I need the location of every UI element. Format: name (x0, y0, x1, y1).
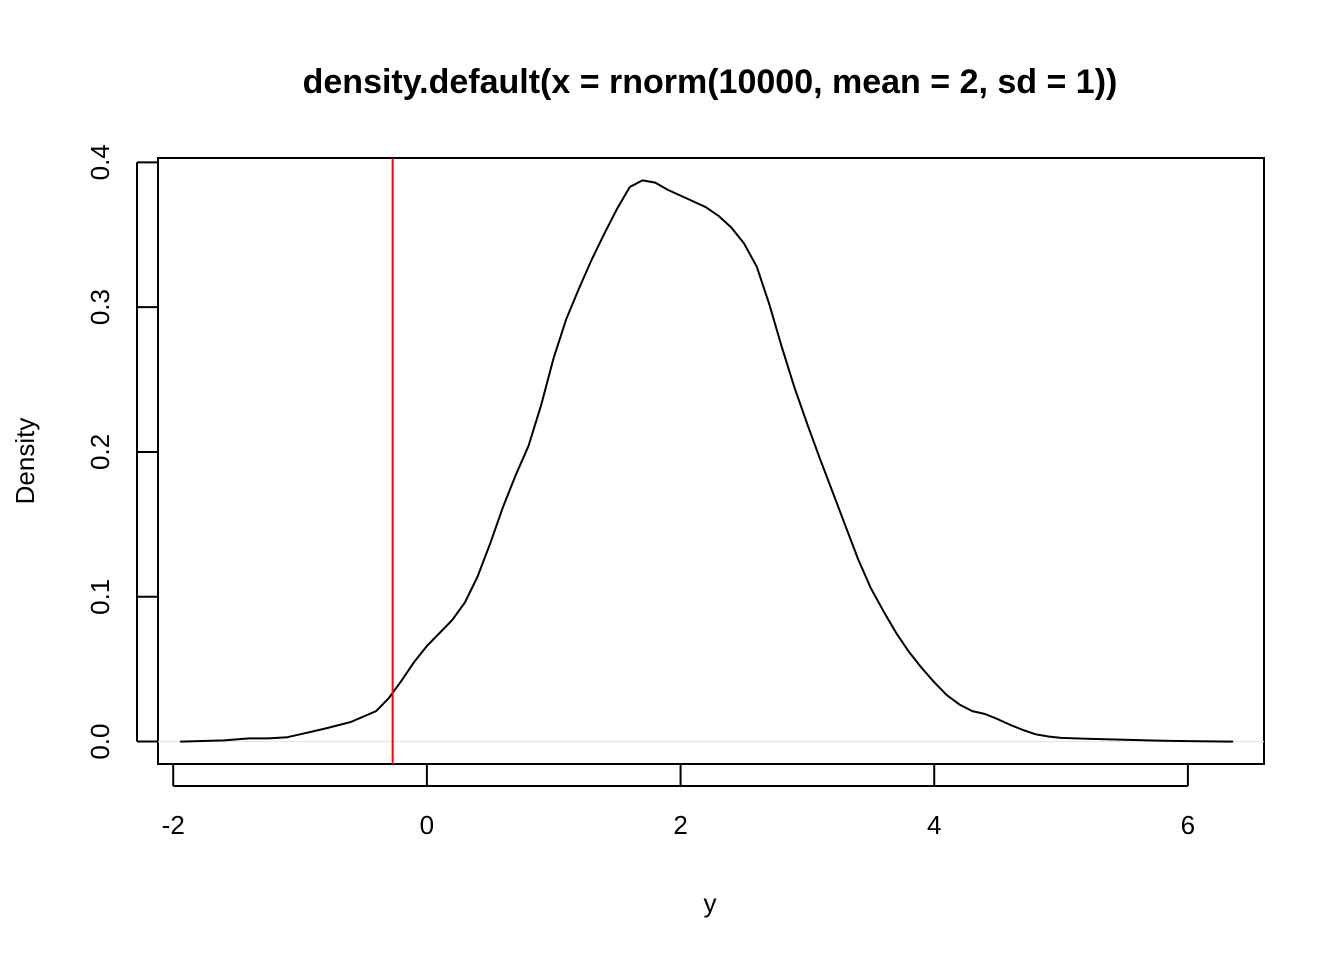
chart-title: density.default(x = rnorm(10000, mean = … (303, 63, 1118, 101)
y-tick-label: 0.2 (85, 434, 115, 470)
x-axis-label: y (704, 888, 717, 918)
x-tick-label: 4 (927, 810, 941, 840)
y-tick-label: 0.3 (85, 289, 115, 325)
y-tick-label: 0.1 (85, 579, 115, 615)
y-tick-label: 0.4 (85, 144, 115, 180)
x-axis: -2 0 2 4 6 (162, 764, 1195, 840)
y-axis: 0.0 0.1 0.2 0.3 0.4 (85, 144, 158, 760)
y-tick-label: 0.0 (85, 724, 115, 760)
density-curve-0 (179, 179, 1234, 743)
x-tick-label: -2 (162, 810, 185, 840)
x-tick-label: 2 (673, 810, 687, 840)
y-axis-label: Density (10, 418, 40, 505)
series-layer (179, 179, 1234, 743)
plot-frame (157, 157, 1265, 765)
x-tick-label: 6 (1181, 810, 1195, 840)
x-tick-label: 0 (420, 810, 434, 840)
